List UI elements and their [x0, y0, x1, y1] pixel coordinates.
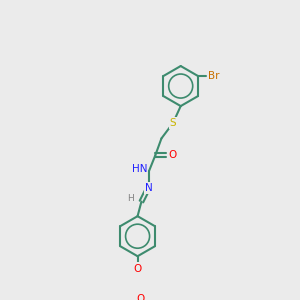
- Text: N: N: [145, 183, 153, 193]
- Text: HN: HN: [132, 164, 148, 174]
- Text: O: O: [136, 294, 145, 300]
- Text: O: O: [134, 263, 142, 274]
- Text: O: O: [168, 150, 176, 160]
- Text: H: H: [127, 194, 134, 203]
- Text: Br: Br: [208, 71, 219, 81]
- Text: S: S: [170, 118, 176, 128]
